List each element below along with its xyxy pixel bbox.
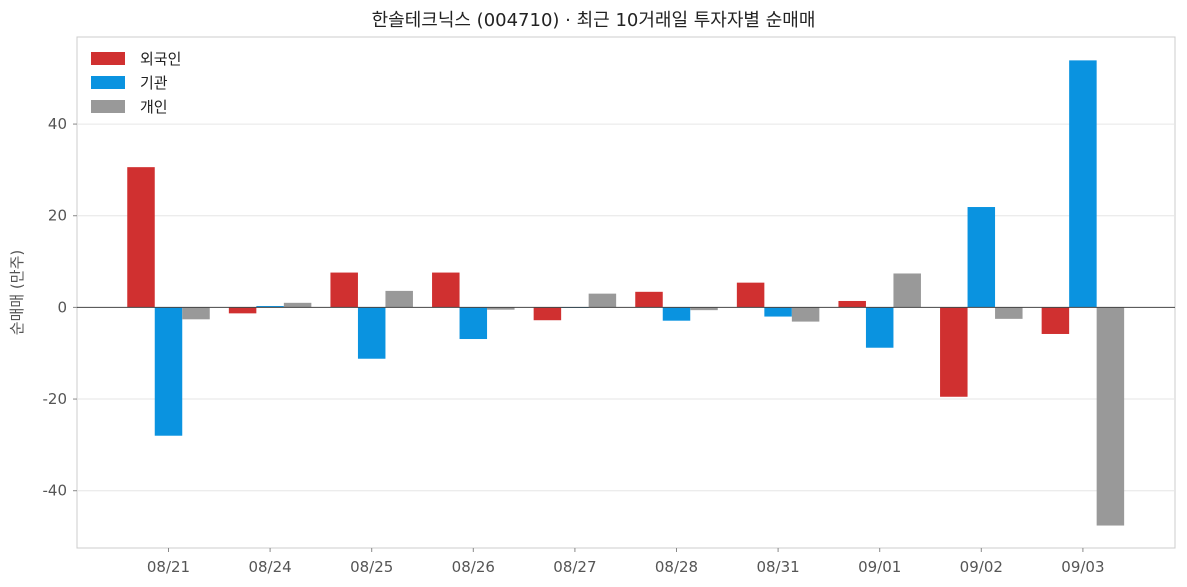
bar-foreign — [228, 307, 257, 314]
legend-swatch — [91, 100, 125, 113]
bar-foreign — [127, 167, 155, 308]
bar-foreign — [533, 307, 562, 321]
x-tick-label: 09/03 — [1061, 558, 1104, 576]
bar-institution — [357, 307, 386, 359]
y-axis-label: 순매매 (만주) — [8, 250, 26, 335]
x-tick-label: 08/24 — [248, 558, 291, 576]
plot-area — [76, 36, 1176, 549]
chart-title: 한솔테크닉스 (004710) · 최근 10거래일 투자자별 순매매 — [371, 10, 816, 31]
bar-institution — [662, 307, 691, 321]
bar-institution — [154, 307, 183, 436]
bar-individual — [995, 307, 1023, 319]
bar-individual — [791, 307, 820, 322]
y-tick-label: 20 — [48, 207, 67, 225]
legend-swatch — [91, 52, 125, 65]
bar-individual — [487, 307, 515, 310]
y-tick-label: 0 — [57, 298, 67, 316]
legend-label: 기관 — [140, 74, 168, 92]
bar-foreign — [1041, 307, 1070, 334]
x-tick-label: 08/27 — [553, 558, 596, 576]
x-tick-label: 08/28 — [655, 558, 698, 576]
bar-foreign — [330, 272, 358, 308]
legend-swatch — [91, 76, 125, 89]
bar-institution — [1069, 60, 1097, 308]
legend-label: 외국인 — [140, 50, 181, 68]
x-tick-label: 08/21 — [147, 558, 190, 576]
bar-institution — [967, 207, 996, 308]
bar-foreign — [635, 291, 663, 308]
x-tick-label: 08/31 — [756, 558, 799, 576]
bar-individual — [690, 307, 718, 311]
x-tick-label: 08/26 — [452, 558, 495, 576]
bar-foreign — [940, 307, 968, 397]
x-tick-label: 08/25 — [350, 558, 393, 576]
bar-institution — [459, 307, 488, 340]
bar-institution — [865, 307, 894, 348]
y-tick-label: 40 — [48, 115, 67, 133]
bar-individual — [385, 290, 413, 308]
y-tick-label: -40 — [43, 482, 68, 500]
x-tick-label: 09/01 — [858, 558, 901, 576]
bar-individual — [283, 302, 312, 308]
x-tick-label: 09/02 — [960, 558, 1003, 576]
bar-individual — [182, 307, 210, 320]
bar-institution — [256, 306, 284, 308]
bar-institution — [764, 307, 792, 317]
bar-foreign — [838, 300, 866, 308]
bar-foreign — [736, 282, 765, 308]
bar-individual — [893, 273, 921, 308]
bar-individual — [588, 293, 617, 308]
y-tick-label: -20 — [43, 390, 68, 408]
bar-individual — [1096, 307, 1125, 526]
legend-label: 개인 — [140, 98, 168, 116]
bar-foreign — [432, 272, 460, 308]
